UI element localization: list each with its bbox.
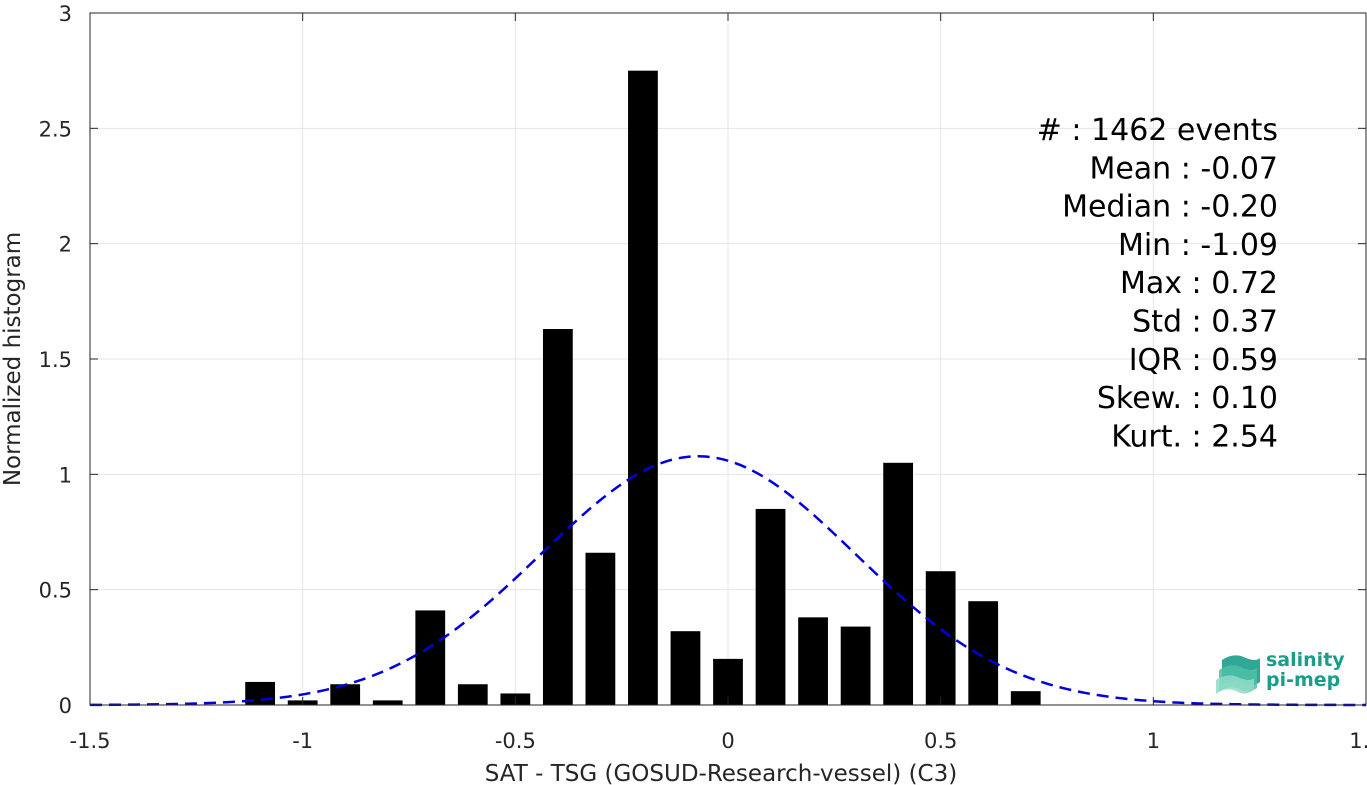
logo-line2: pi-mep <box>1266 669 1340 691</box>
x-tick-labels: -1.5 -1 -0.5 0 0.5 1 1.5 <box>70 729 1367 753</box>
y-tick-labels: 0 0.5 1 1.5 2 2.5 3 <box>39 2 72 718</box>
stat-line: Skew. : 0.10 <box>1097 381 1278 416</box>
y-tick-label: 0 <box>59 694 72 718</box>
salinity-pi-mep-logo: salinity pi-mep <box>1216 649 1345 694</box>
logo-waves-icon <box>1216 655 1260 694</box>
y-tick-label: 0.5 <box>39 579 72 603</box>
x-tick-label: 1.5 <box>1349 729 1367 753</box>
stat-line: Std : 0.37 <box>1132 305 1278 340</box>
stat-line: Max : 0.72 <box>1120 266 1278 301</box>
histogram-bar <box>840 626 871 705</box>
y-tick-label: 1.5 <box>39 348 72 372</box>
stat-line: Kurt. : 2.54 <box>1111 419 1278 454</box>
stat-line: Mean : -0.07 <box>1089 151 1278 186</box>
x-tick-label: 0.5 <box>924 729 957 753</box>
axis-ticks <box>89 12 1367 706</box>
stat-line: Median : -0.20 <box>1062 190 1278 225</box>
y-tick-label: 2 <box>59 233 72 257</box>
histogram-bars <box>245 70 1041 705</box>
y-tick-label: 2.5 <box>39 117 72 141</box>
x-tick-label: -0.5 <box>495 729 536 753</box>
histogram-bar <box>330 684 361 705</box>
y-tick-label: 1 <box>59 463 72 487</box>
histogram-bar <box>372 700 403 705</box>
logo-line1: salinity <box>1266 649 1345 671</box>
y-axis-label: Normalized histogram <box>0 232 26 486</box>
x-axis-label: SAT - TSG (GOSUD-Research-vessel) (C3) <box>485 761 957 785</box>
stat-line: IQR : 0.59 <box>1129 343 1278 378</box>
stat-line: Min : -1.09 <box>1118 228 1278 263</box>
x-tick-label: -1.5 <box>70 729 111 753</box>
histogram-bar <box>415 610 446 705</box>
histogram-bar <box>542 329 573 705</box>
x-tick-label: -1 <box>292 729 313 753</box>
histogram-bar <box>798 617 828 705</box>
stat-line: # : 1462 events <box>1037 113 1278 148</box>
histogram-bar <box>457 684 488 705</box>
x-tick-label: 1 <box>1147 729 1160 753</box>
gaussian-fit-curve <box>89 455 1366 707</box>
histogram-bar <box>628 70 658 705</box>
histogram-bar <box>968 601 999 705</box>
histogram-bar <box>585 552 616 705</box>
histogram-bar <box>670 631 701 705</box>
y-tick-label: 3 <box>59 2 72 26</box>
histogram-bar <box>755 508 786 705</box>
histogram-bar <box>1010 691 1041 705</box>
histogram-bar <box>925 571 956 705</box>
x-tick-label: 0 <box>721 729 734 753</box>
